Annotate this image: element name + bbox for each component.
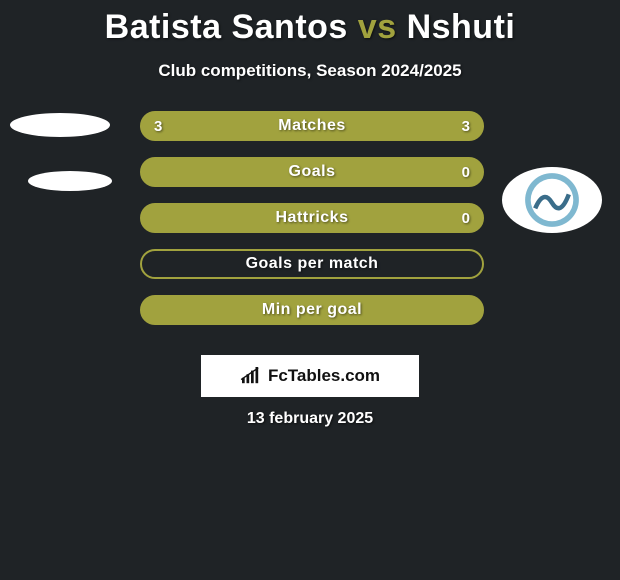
left-club-badge-2	[28, 171, 112, 191]
right-club-badge	[502, 167, 602, 233]
stats-area: 3 Matches 3 Goals 0 Hattricks 0 Goals pe…	[0, 119, 620, 359]
stat-rows: 3 Matches 3 Goals 0 Hattricks 0 Goals pe…	[140, 111, 484, 341]
stat-row-matches: 3 Matches 3	[140, 111, 484, 141]
stat-row-goals-per-match: Goals per match	[140, 249, 484, 279]
source-logo: FcTables.com	[201, 355, 419, 397]
stat-right-value: 0	[462, 210, 470, 227]
left-club-badge-1	[10, 113, 110, 137]
stat-left-value: 3	[154, 118, 162, 135]
stat-label: Min per goal	[262, 301, 362, 319]
stat-label: Goals per match	[246, 255, 379, 273]
snapshot-date: 13 february 2025	[0, 410, 620, 428]
logo-text: FcTables.com	[268, 366, 380, 386]
player1-name: Batista Santos	[105, 8, 348, 46]
vs-separator: vs	[358, 8, 397, 46]
club-crest-icon	[517, 172, 587, 228]
subtitle: Club competitions, Season 2024/2025	[0, 61, 620, 81]
stat-right-value: 3	[462, 118, 470, 135]
stat-label: Hattricks	[276, 209, 349, 227]
comparison-title: Batista Santos vs Nshuti	[0, 0, 620, 47]
stat-right-value: 0	[462, 164, 470, 181]
stat-row-hattricks: Hattricks 0	[140, 203, 484, 233]
stat-row-goals: Goals 0	[140, 157, 484, 187]
bar-chart-icon	[240, 367, 262, 385]
stat-label: Matches	[278, 117, 346, 135]
player2-name: Nshuti	[407, 8, 516, 46]
stat-label: Goals	[289, 163, 336, 181]
stat-row-min-per-goal: Min per goal	[140, 295, 484, 325]
